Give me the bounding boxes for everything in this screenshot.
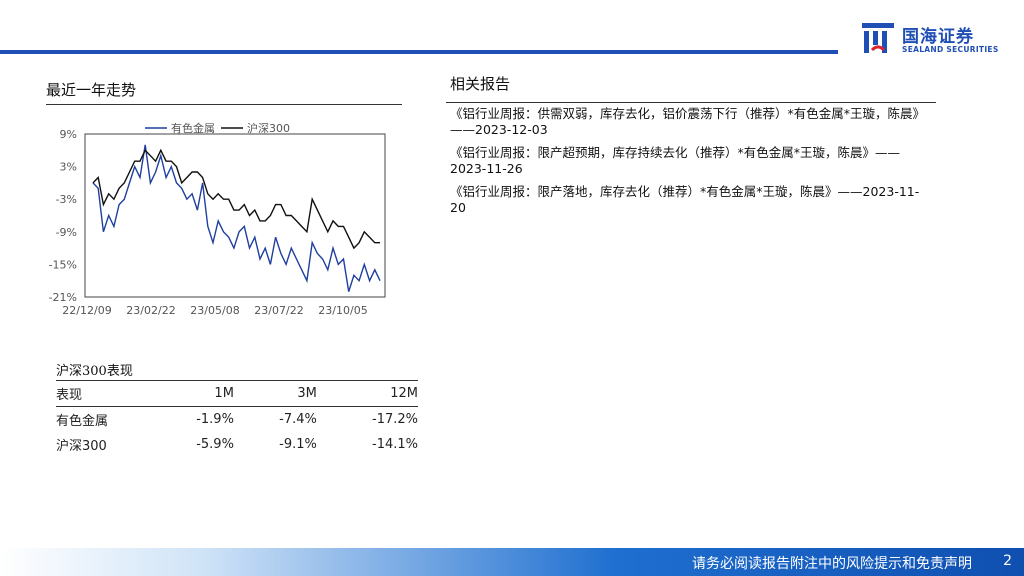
chart-section-title: 最近一年走势 <box>46 81 137 99</box>
reports-section-rule <box>446 102 936 103</box>
series-line-0 <box>92 144 381 292</box>
y-tick-label: -9% <box>56 226 77 239</box>
reports-section-title: 相关报告 <box>450 75 511 93</box>
y-tick-label: 9% <box>60 128 77 141</box>
y-tick-label: -15% <box>49 258 77 271</box>
row-label: 沪深300 <box>56 439 107 454</box>
brand-name-cn: 国海证券 <box>902 27 974 47</box>
x-tick-label: 23/02/22 <box>126 304 175 317</box>
performance-table: 表现 1M 3M 12M 有色金属 -1.9% -7.4% -17.2% 沪深3… <box>56 381 418 457</box>
x-tick-label: 23/05/08 <box>190 304 239 317</box>
report-link[interactable]: 《铝行业周报：限产落地，库存去化（推荐）*有色金属*王璇，陈晨》——2023-1… <box>450 184 920 215</box>
chart-section-rule <box>46 104 402 105</box>
series-line-1 <box>92 148 380 250</box>
table-row: 有色金属 -1.9% -7.4% -17.2% <box>56 407 418 433</box>
cell-12m: -14.1% <box>372 437 418 452</box>
cell-1m: -1.9% <box>196 412 234 427</box>
cell-3m: -7.4% <box>279 412 317 427</box>
perf-section-rule <box>56 380 418 381</box>
header-cell: 12M <box>316 381 418 407</box>
brand-name-en: SEALAND SECURITIES <box>902 45 999 54</box>
cell-3m: -9.1% <box>279 437 317 452</box>
cell-1m: -5.9% <box>196 437 234 452</box>
y-tick-label: 3% <box>60 161 77 174</box>
x-tick-label: 23/07/22 <box>254 304 303 317</box>
report-link[interactable]: 《铝行业周报：供需双弱，库存去化，铝价震荡下行（推荐）*有色金属*王璇，陈晨》—… <box>450 106 926 137</box>
perf-section-title: 沪深300表现 <box>56 364 133 379</box>
footer-bar: 请务必阅读报告附注中的风险提示和免责声明 2 <box>0 548 1024 576</box>
y-tick-label: -21% <box>49 291 77 304</box>
y-tick-label: -3% <box>56 193 77 206</box>
brand-logo: 国海证券 SEALAND SECURITIES <box>860 20 1010 60</box>
plot-area <box>84 133 386 298</box>
report-link[interactable]: 《铝行业周报：限产超预期，库存持续去化（推荐）*有色金属*王璇，陈晨》——202… <box>450 145 901 176</box>
table-row: 沪深300 -5.9% -9.1% -14.1% <box>56 432 418 457</box>
header-cell: 1M <box>151 381 234 407</box>
table-header-row: 表现 1M 3M 12M <box>56 381 418 407</box>
x-tick-label: 23/10/05 <box>318 304 367 317</box>
cell-12m: -17.2% <box>372 412 418 427</box>
row-label: 有色金属 <box>56 414 109 429</box>
legend-label: 沪深300 <box>247 121 290 135</box>
related-reports-list: 《铝行业周报：供需双弱，库存去化，铝价震荡下行（推荐）*有色金属*王璇，陈晨》—… <box>450 106 935 223</box>
header-cell: 表现 <box>56 381 151 407</box>
x-tick-label: 22/12/09 <box>62 304 111 317</box>
legend-label: 有色金属 <box>171 121 215 135</box>
sealand-logo-icon <box>862 23 894 53</box>
header-cell: 3M <box>233 381 317 407</box>
page-number: 2 <box>1003 553 1012 569</box>
header-rule <box>0 50 838 54</box>
trend-chart: 9% 3% -3% -9% -15% -21%22/12/09 23/02/22 23/05/… <box>49 121 386 317</box>
footer-disclaimer: 请务必阅读报告附注中的风险提示和免责声明 <box>692 556 972 572</box>
